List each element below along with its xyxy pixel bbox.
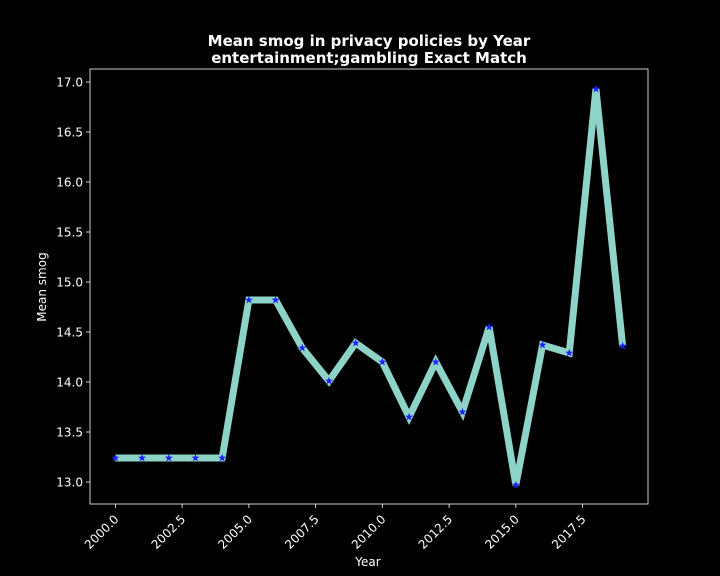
x-tick-label: 2000.0 <box>82 512 122 552</box>
x-tick-label: 2007.5 <box>282 512 322 552</box>
data-point <box>458 407 467 416</box>
y-tick-label: 13.0 <box>56 476 83 490</box>
y-tick-label: 13.5 <box>56 426 83 440</box>
data-point <box>565 348 574 357</box>
x-tick-label: 2015.0 <box>482 512 522 552</box>
x-axis-label: Year <box>354 555 380 569</box>
data-point <box>538 340 547 349</box>
y-tick-label: 16.5 <box>56 126 83 140</box>
x-tick-label: 2017.5 <box>549 512 589 552</box>
series-line-0 <box>115 88 627 486</box>
data-point <box>351 338 360 347</box>
data-point <box>405 412 414 421</box>
chart-title-line-2: entertainment;gambling Exact Match <box>211 49 527 67</box>
data-point <box>271 295 280 304</box>
data-point <box>244 295 253 304</box>
data-point <box>324 376 333 385</box>
y-axis-label: Mean smog <box>35 252 49 321</box>
y-tick-label: 14.5 <box>56 326 83 340</box>
data-point <box>511 480 520 489</box>
chart-title-line-1: Mean smog in privacy policies by Year <box>208 32 531 50</box>
data-point <box>191 453 200 462</box>
y-tick-label: 15.0 <box>56 276 83 290</box>
y-tick-label: 14.0 <box>56 376 83 390</box>
y-tick-label: 16.0 <box>56 176 83 190</box>
y-tick-label: 15.5 <box>56 226 83 240</box>
data-point <box>218 453 227 462</box>
data-point <box>298 343 307 352</box>
data-point <box>618 341 627 350</box>
data-point <box>591 84 600 93</box>
data-point <box>111 453 120 462</box>
axes-frame <box>89 68 649 505</box>
data-point <box>431 357 440 366</box>
x-tick-label: 2012.5 <box>416 512 456 552</box>
data-point <box>138 453 147 462</box>
plot-area: 2000.0 2002.5 2005.0 2007.5 2010.0 2012.5 2015… <box>56 68 649 552</box>
y-tick-label: 17.0 <box>56 76 83 90</box>
x-tick-label: 2005.0 <box>215 512 255 552</box>
x-tick-label: 2010.0 <box>349 512 389 552</box>
data-point <box>378 357 387 366</box>
x-tick-label: 2002.5 <box>149 512 189 552</box>
data-point <box>485 322 494 331</box>
data-point <box>164 453 173 462</box>
